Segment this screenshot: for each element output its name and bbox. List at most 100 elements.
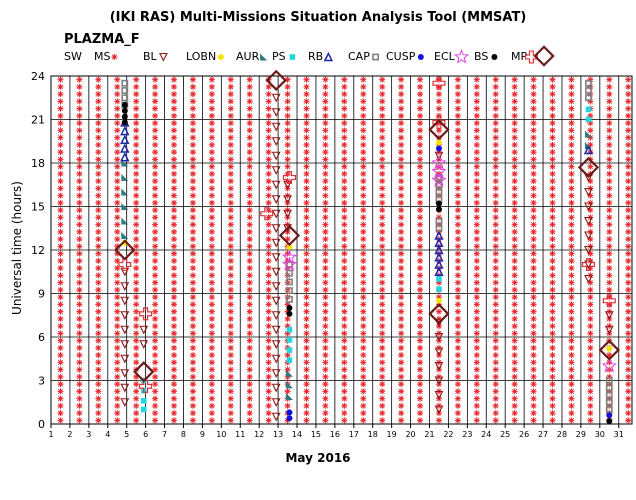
ms-point — [322, 98, 329, 105]
ms-point — [95, 127, 102, 134]
ms-point — [189, 381, 196, 388]
asterisk-stroke — [379, 381, 385, 387]
chart-title: (IKI RAS) Multi-Missions Situation Analy… — [110, 10, 527, 25]
asterisk-stroke — [190, 323, 196, 329]
ms-point — [246, 105, 253, 112]
ms-point — [360, 120, 367, 127]
asterisk-stroke — [228, 309, 234, 315]
ms-point — [360, 337, 367, 344]
ms-point — [360, 315, 367, 322]
ms-point — [265, 279, 272, 286]
asterisk-stroke — [379, 352, 385, 358]
ms-point — [322, 170, 329, 177]
asterisk-stroke — [379, 185, 385, 191]
asterisk-stroke — [209, 120, 215, 126]
ms-point — [227, 83, 234, 90]
ms-point — [133, 163, 140, 170]
ms-point — [76, 127, 83, 134]
ms-point — [133, 308, 140, 315]
ms-point — [322, 381, 329, 388]
asterisk-stroke — [398, 178, 404, 184]
ms-point — [379, 185, 386, 192]
asterisk-stroke — [398, 200, 404, 206]
asterisk-stroke — [190, 287, 196, 293]
asterisk-stroke — [57, 352, 64, 358]
ms-point — [152, 381, 159, 388]
ms-point — [417, 221, 424, 228]
ms-point — [57, 352, 64, 359]
ms-point — [76, 272, 83, 279]
asterisk-stroke — [247, 200, 253, 206]
asterisk-stroke — [152, 106, 158, 112]
ms-point — [379, 192, 386, 199]
ms-point — [152, 286, 159, 293]
asterisk-stroke — [133, 214, 139, 220]
ms-point — [322, 243, 329, 250]
ms-point — [133, 359, 140, 366]
ms-point — [360, 265, 367, 272]
ms-point — [208, 228, 215, 235]
ms-point — [57, 359, 64, 366]
asterisk-stroke — [266, 120, 272, 126]
ms-point — [417, 105, 424, 112]
asterisk-stroke — [152, 352, 158, 358]
ms-point — [133, 221, 140, 228]
ms-point — [398, 207, 405, 214]
asterisk-stroke — [114, 243, 120, 249]
asterisk-stroke — [379, 287, 385, 293]
asterisk-stroke — [95, 171, 101, 177]
ms-point — [341, 178, 348, 185]
asterisk-stroke — [209, 258, 215, 264]
asterisk-stroke — [57, 359, 64, 365]
ms-point — [76, 323, 83, 330]
asterisk-stroke — [303, 135, 310, 141]
ms-point — [189, 112, 196, 119]
asterisk-stroke — [114, 171, 120, 177]
x-tick-label: 29 — [576, 430, 586, 439]
asterisk-stroke — [76, 316, 82, 322]
ms-point — [76, 308, 83, 315]
ms-point — [189, 257, 196, 264]
asterisk-stroke — [95, 142, 101, 148]
ms-point — [265, 301, 272, 308]
ms-point — [189, 83, 196, 90]
ms-point — [322, 366, 329, 373]
asterisk-stroke — [360, 113, 366, 119]
asterisk-stroke — [303, 236, 310, 242]
ms-point — [303, 330, 310, 337]
ms-point — [133, 207, 140, 214]
ms-point — [246, 127, 253, 134]
asterisk-stroke — [209, 294, 215, 300]
ms-point — [208, 163, 215, 170]
asterisk-stroke — [303, 84, 310, 90]
asterisk-stroke — [360, 258, 366, 264]
asterisk-stroke — [341, 301, 347, 307]
asterisk-stroke — [341, 287, 347, 293]
ms-point — [379, 214, 386, 221]
asterisk-stroke — [171, 381, 177, 387]
ms-point — [114, 286, 121, 293]
ms-point — [284, 141, 291, 148]
asterisk-stroke — [398, 164, 404, 170]
ms-point — [57, 243, 64, 250]
asterisk-stroke — [322, 185, 328, 191]
asterisk-stroke — [95, 403, 101, 409]
asterisk-stroke — [341, 251, 347, 257]
asterisk-stroke — [114, 106, 120, 112]
asterisk-stroke — [209, 265, 215, 271]
asterisk-stroke — [114, 388, 120, 394]
ms-point — [57, 185, 64, 192]
ms-point — [95, 265, 102, 272]
ms-point — [360, 112, 367, 119]
ms-point — [95, 410, 102, 417]
asterisk-stroke — [417, 142, 423, 148]
ms-point — [341, 323, 348, 330]
ms-point — [133, 410, 140, 417]
asterisk-stroke — [247, 309, 253, 315]
asterisk-stroke — [76, 410, 82, 416]
asterisk-stroke — [152, 193, 158, 199]
ms-point — [76, 105, 83, 112]
ms-point — [171, 265, 178, 272]
asterisk-stroke — [152, 149, 158, 155]
ms-point — [208, 105, 215, 112]
